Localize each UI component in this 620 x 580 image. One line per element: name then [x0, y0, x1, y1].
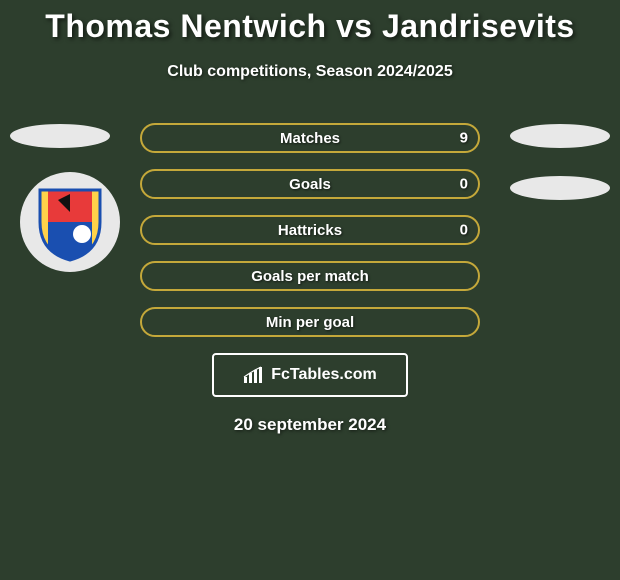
stat-label: Goals [289, 176, 331, 193]
stats-container: Matches 9 Goals 0 Hattricks 0 Goals per … [0, 123, 620, 337]
stat-label: Matches [280, 130, 340, 147]
bar-chart-icon [243, 366, 265, 384]
stat-label: Goals per match [251, 268, 369, 285]
stat-row-min-per-goal: Min per goal [140, 307, 480, 337]
brand-text: FcTables.com [271, 366, 377, 384]
stat-row-hattricks: Hattricks 0 [140, 215, 480, 245]
date-stamp: 20 september 2024 [0, 415, 620, 435]
stat-right-value: 0 [460, 176, 468, 193]
stat-row-goals: Goals 0 [140, 169, 480, 199]
stat-row-matches: Matches 9 [140, 123, 480, 153]
brand-box: FcTables.com [212, 353, 408, 397]
stat-label: Min per goal [266, 314, 354, 331]
stat-right-value: 0 [460, 222, 468, 239]
page-title: Thomas Nentwich vs Jandrisevits [0, 0, 620, 45]
stat-right-value: 9 [460, 130, 468, 147]
stat-row-goals-per-match: Goals per match [140, 261, 480, 291]
stat-label: Hattricks [278, 222, 342, 239]
page-subtitle: Club competitions, Season 2024/2025 [0, 63, 620, 81]
